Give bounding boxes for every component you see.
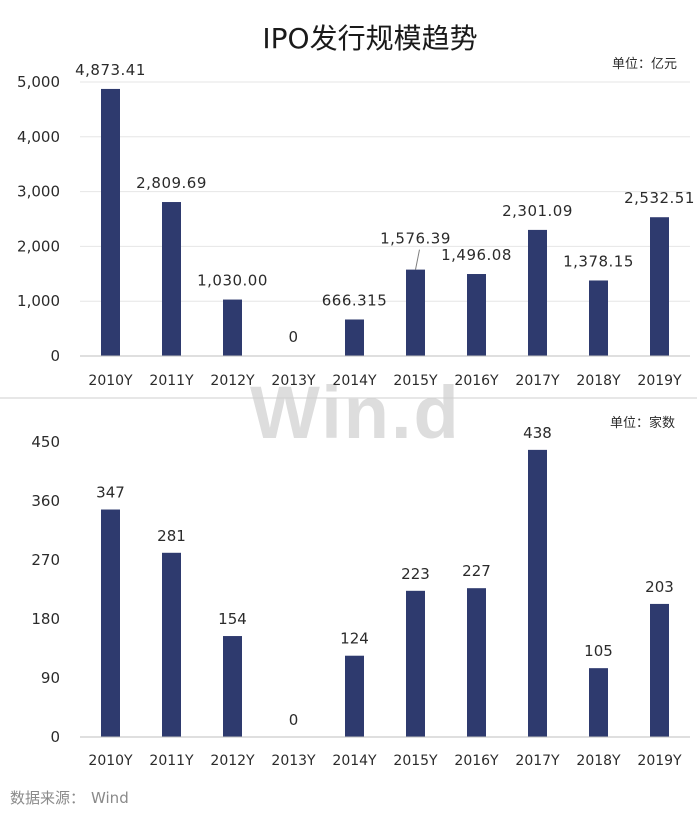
- x-tick-label: 2010Y: [88, 373, 133, 389]
- bar: [345, 655, 364, 737]
- leader-line: [415, 249, 420, 270]
- data-label: 2,809.69: [136, 174, 207, 192]
- y-tick-label: 180: [31, 610, 60, 628]
- x-tick-label: 2019Y: [637, 373, 682, 389]
- y-tick-label: 360: [31, 492, 60, 510]
- y-tick-label: 270: [31, 551, 60, 569]
- x-tick-label: 2012Y: [210, 373, 255, 389]
- bar: [406, 269, 425, 356]
- bar: [101, 509, 120, 737]
- x-tick-label: 2016Y: [454, 373, 499, 389]
- bar: [467, 588, 486, 737]
- ipo-count-chart: 单位：家数 0 90 180 270 360 450 347 281 154 0 124 223 22…: [31, 415, 690, 769]
- unit-label: 单位：家数: [610, 415, 675, 431]
- x-axis-ticks: 2010Y 2011Y 2012Y 2013Y 2014Y 2015Y 2016Y 2017Y…: [88, 373, 682, 389]
- x-tick-label: 2014Y: [332, 753, 377, 769]
- ipo-amount-chart: IPO发行规模趋势 单位：亿元 0 1,000 2,000 3,000 4,000 5,0…: [17, 22, 695, 389]
- bar: [528, 229, 547, 356]
- data-label: 4,873.41: [75, 61, 146, 79]
- x-tick-label: 2011Y: [149, 373, 194, 389]
- bar: [528, 449, 547, 737]
- data-label: 2,532.51: [624, 189, 695, 207]
- bar: [101, 88, 120, 356]
- x-tick-label: 2014Y: [332, 373, 377, 389]
- y-axis-ticks: 0 1,000 2,000 3,000 4,000 5,000: [17, 73, 60, 365]
- bar: [162, 552, 181, 737]
- data-label: 666.315: [322, 291, 388, 309]
- bar: [162, 202, 181, 356]
- data-label: 1,576.39: [380, 230, 451, 248]
- bar: [650, 603, 669, 737]
- x-tick-label: 2012Y: [210, 753, 255, 769]
- x-tick-label: 2010Y: [88, 753, 133, 769]
- y-tick-label: 90: [41, 669, 60, 687]
- data-label: 281: [157, 527, 186, 545]
- bar: [467, 274, 486, 356]
- y-tick-label: 3,000: [17, 183, 60, 201]
- chart-title: IPO发行规模趋势: [262, 22, 477, 55]
- data-labels: 4,873.41 2,809.69 1,030.00 0 666.315 1,576.39…: [75, 61, 695, 346]
- y-tick-label: 4,000: [17, 128, 60, 146]
- x-tick-label: 2013Y: [271, 753, 316, 769]
- gridlines: [80, 81, 690, 302]
- bar: [650, 217, 669, 356]
- y-tick-label: 450: [31, 433, 60, 451]
- x-axis-ticks: 2010Y 2011Y 2012Y 2013Y 2014Y 2015Y 2016Y 2017Y…: [88, 753, 682, 769]
- data-label: 438: [523, 424, 552, 442]
- data-label: 0: [289, 711, 299, 729]
- y-tick-label: 2,000: [17, 237, 60, 255]
- x-tick-label: 2013Y: [271, 373, 316, 389]
- y-tick-label: 5,000: [17, 73, 60, 91]
- data-labels: 347 281 154 0 124 223 227 438 105 203: [96, 424, 674, 729]
- data-label: 1,378.15: [563, 252, 634, 270]
- bars: [101, 449, 669, 737]
- bars: [101, 88, 669, 356]
- bar: [223, 299, 242, 356]
- data-label: 347: [96, 484, 125, 502]
- data-label: 203: [645, 578, 674, 596]
- data-label: 1,030.00: [197, 272, 268, 290]
- data-label: 1,496.08: [441, 246, 512, 264]
- x-tick-label: 2011Y: [149, 753, 194, 769]
- bar: [589, 280, 608, 356]
- data-label: 227: [462, 562, 491, 580]
- x-tick-label: 2018Y: [576, 753, 621, 769]
- x-tick-label: 2017Y: [515, 753, 560, 769]
- source-label: 数据来源：: [10, 789, 86, 807]
- y-tick-label: 0: [50, 347, 60, 365]
- x-tick-label: 2017Y: [515, 373, 560, 389]
- data-label: 105: [584, 642, 613, 660]
- bar: [345, 319, 364, 356]
- bar: [406, 590, 425, 737]
- wind-watermark: Win.d: [250, 370, 461, 455]
- x-tick-label: 2019Y: [637, 753, 682, 769]
- data-label: 223: [401, 565, 430, 583]
- data-label: 2,301.09: [502, 202, 573, 220]
- unit-label: 单位：亿元: [612, 57, 677, 72]
- y-axis-ticks: 0 90 180 270 360 450: [31, 433, 60, 746]
- source-name: Wind: [91, 789, 129, 807]
- data-label: 154: [218, 610, 247, 628]
- y-tick-label: 0: [50, 728, 60, 746]
- x-tick-label: 2016Y: [454, 753, 499, 769]
- y-tick-label: 1,000: [17, 292, 60, 310]
- data-label: 124: [340, 630, 369, 648]
- bar: [223, 636, 242, 737]
- x-tick-label: 2018Y: [576, 373, 621, 389]
- watermark-logo: Win.d: [250, 371, 461, 454]
- data-label: 0: [288, 328, 298, 346]
- bar: [589, 668, 608, 737]
- data-source: 数据来源： Wind: [10, 787, 129, 808]
- x-tick-label: 2015Y: [393, 373, 438, 389]
- x-tick-label: 2015Y: [393, 753, 438, 769]
